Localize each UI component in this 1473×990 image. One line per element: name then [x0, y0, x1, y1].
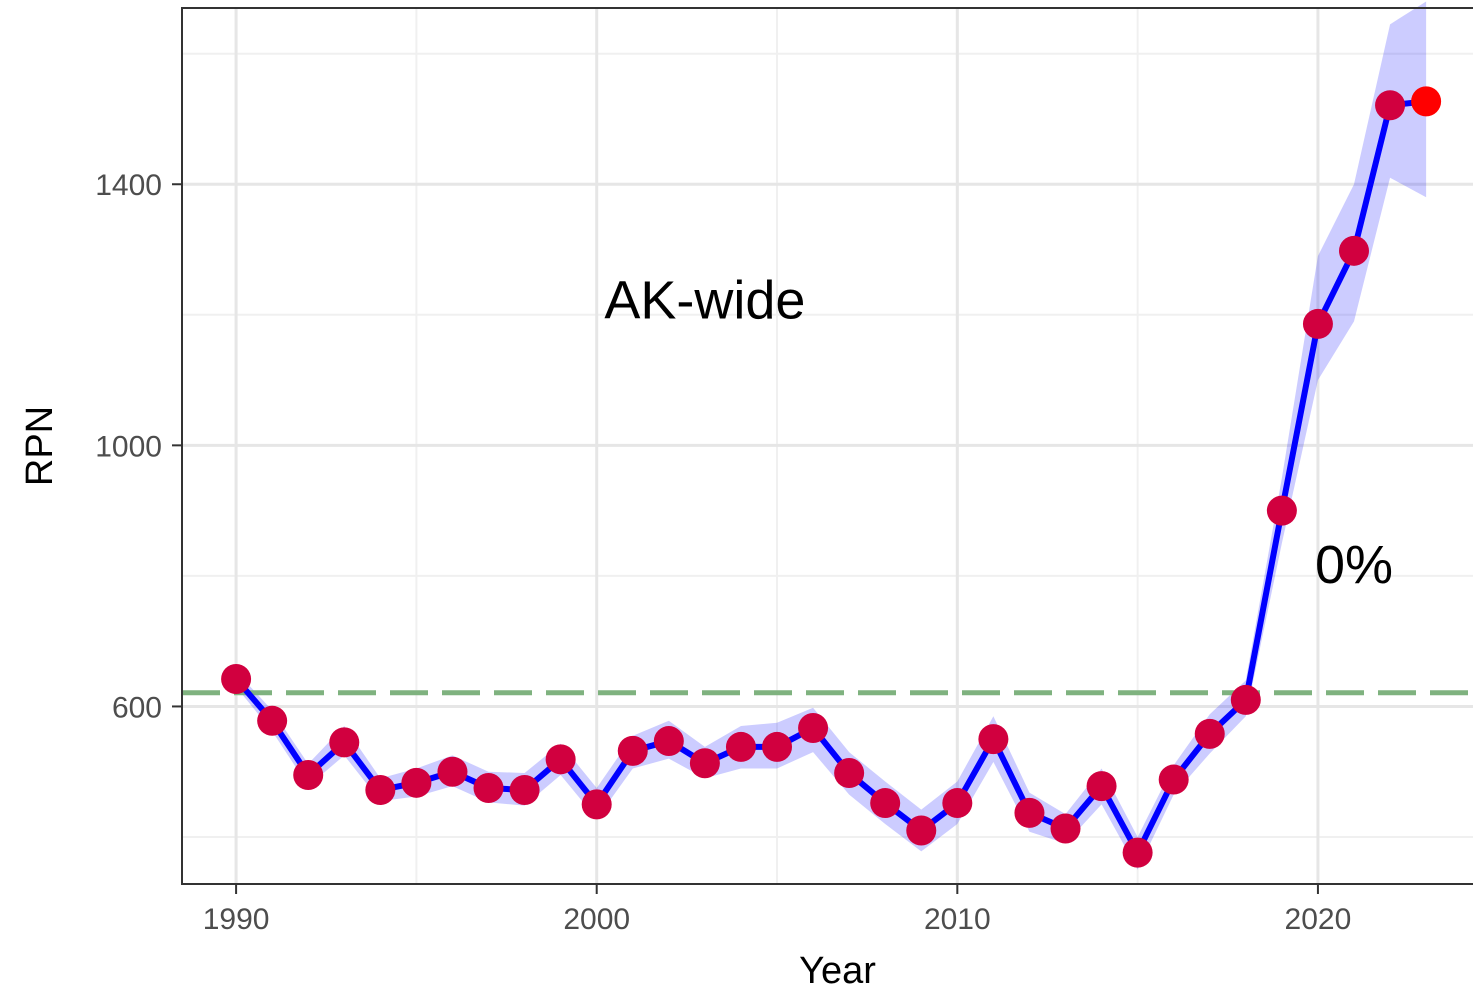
data-point [689, 748, 720, 779]
annotation-label: AK-wide [604, 270, 805, 330]
data-point [1014, 797, 1045, 828]
annotation-label: 0% [1315, 535, 1393, 595]
data-point [942, 788, 973, 819]
y-axis-title: RPN [19, 406, 61, 486]
data-point [1086, 771, 1117, 802]
y-tick-label: 600 [112, 691, 162, 724]
data-point [545, 744, 576, 775]
data-point [1375, 90, 1406, 121]
data-point [870, 788, 901, 819]
data-point [653, 726, 684, 757]
data-point [437, 756, 468, 787]
data-point [329, 727, 360, 758]
data-point [725, 731, 756, 762]
data-point [834, 758, 865, 789]
data-point [1230, 684, 1261, 715]
data-series [233, 98, 1427, 856]
y-tick-label: 1400 [95, 169, 162, 202]
data-point [1050, 813, 1081, 844]
data-point [1122, 837, 1153, 868]
axes: 600 1000 1400 1990 2000 2010 2020 [95, 169, 1351, 936]
data-points [221, 86, 1442, 868]
data-point [1302, 308, 1333, 339]
data-point [581, 789, 612, 820]
data-point [365, 775, 396, 806]
confidence-band-area [236, 1, 1427, 870]
data-point [257, 705, 288, 736]
y-tick-label: 1000 [95, 430, 162, 463]
data-point [617, 735, 648, 766]
data-point [1266, 495, 1297, 526]
data-point [762, 731, 793, 762]
data-point [906, 815, 937, 846]
data-point [1411, 86, 1442, 117]
x-tick-label: 2020 [1285, 903, 1352, 936]
data-point [1158, 764, 1189, 795]
grid [182, 8, 1473, 884]
x-tick-label: 2000 [563, 903, 630, 936]
data-point [473, 773, 504, 804]
x-axis-title: Year [799, 950, 876, 990]
data-point [1194, 718, 1225, 749]
data-point [221, 664, 252, 695]
data-point [509, 775, 540, 806]
x-tick-label: 1990 [203, 903, 270, 936]
data-point [293, 759, 324, 790]
series-line [233, 98, 1427, 856]
data-point [401, 767, 432, 798]
x-tick-label: 2010 [924, 903, 991, 936]
confidence-band [236, 1, 1427, 870]
data-point [798, 712, 829, 743]
data-point [978, 724, 1009, 755]
data-point [1338, 235, 1369, 266]
annotations: AK-wide 0% [604, 270, 1393, 594]
